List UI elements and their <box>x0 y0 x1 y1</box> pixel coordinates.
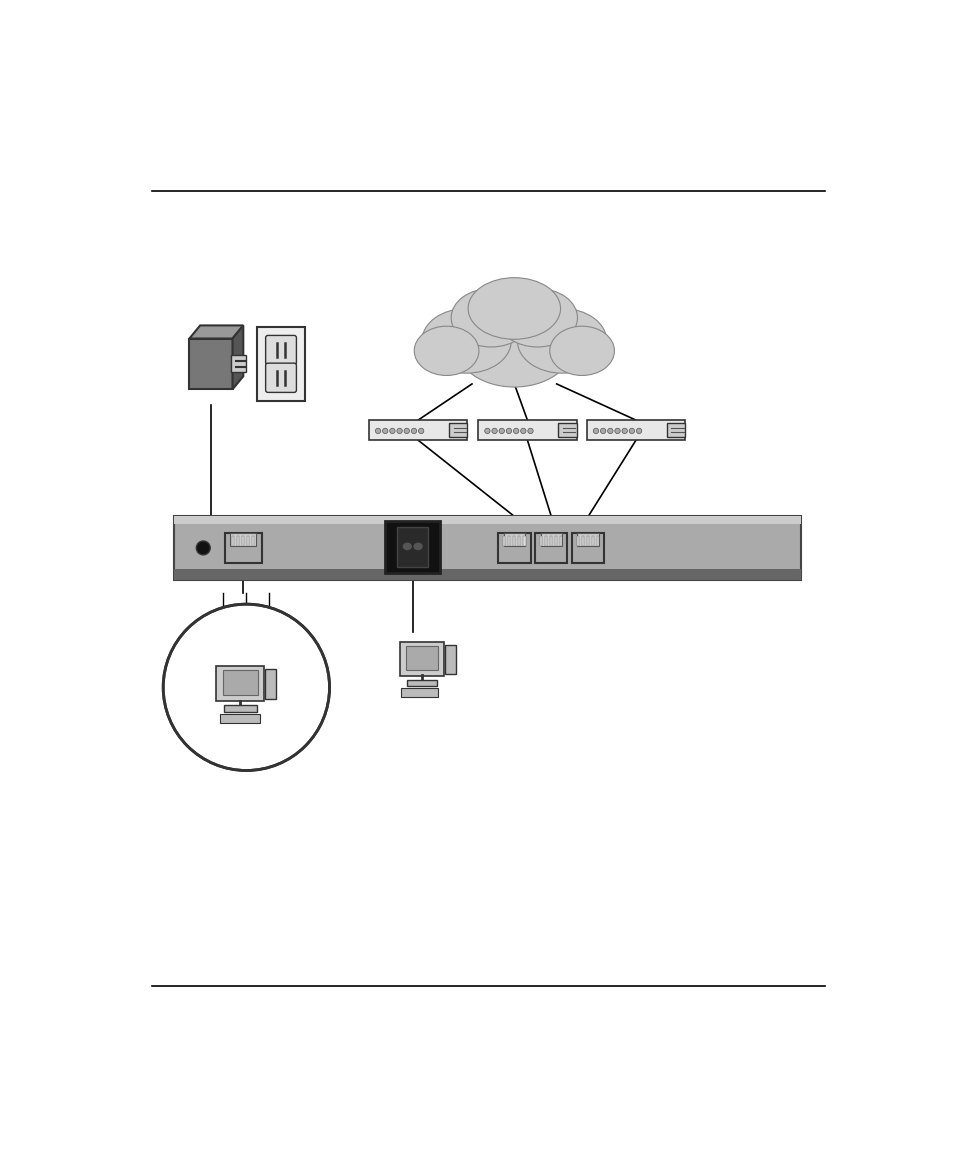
FancyBboxPatch shape <box>173 517 800 580</box>
FancyBboxPatch shape <box>224 706 256 713</box>
FancyBboxPatch shape <box>220 714 260 723</box>
FancyBboxPatch shape <box>586 420 684 440</box>
FancyBboxPatch shape <box>252 535 254 546</box>
Circle shape <box>404 428 409 433</box>
FancyBboxPatch shape <box>503 533 524 546</box>
FancyBboxPatch shape <box>265 363 296 393</box>
FancyBboxPatch shape <box>577 533 598 546</box>
FancyBboxPatch shape <box>559 535 562 546</box>
Circle shape <box>636 428 641 433</box>
Ellipse shape <box>413 542 422 551</box>
FancyBboxPatch shape <box>237 535 239 546</box>
Circle shape <box>599 428 605 433</box>
FancyBboxPatch shape <box>597 535 598 546</box>
FancyBboxPatch shape <box>257 327 305 401</box>
FancyBboxPatch shape <box>400 687 438 697</box>
Circle shape <box>607 428 613 433</box>
FancyBboxPatch shape <box>666 423 684 437</box>
FancyBboxPatch shape <box>592 535 594 546</box>
Circle shape <box>513 428 518 433</box>
Circle shape <box>411 428 416 433</box>
FancyBboxPatch shape <box>517 535 520 546</box>
Circle shape <box>375 428 380 433</box>
FancyBboxPatch shape <box>550 535 552 546</box>
Circle shape <box>484 428 490 433</box>
FancyBboxPatch shape <box>265 669 275 699</box>
FancyBboxPatch shape <box>405 647 437 670</box>
FancyBboxPatch shape <box>449 423 467 437</box>
FancyBboxPatch shape <box>230 533 256 546</box>
FancyBboxPatch shape <box>581 535 584 546</box>
Circle shape <box>382 428 388 433</box>
FancyBboxPatch shape <box>231 356 246 372</box>
FancyBboxPatch shape <box>396 527 428 567</box>
Circle shape <box>163 604 329 771</box>
FancyBboxPatch shape <box>265 335 296 365</box>
Circle shape <box>593 428 598 433</box>
Ellipse shape <box>549 326 614 376</box>
FancyBboxPatch shape <box>232 535 234 546</box>
Ellipse shape <box>468 278 560 340</box>
FancyBboxPatch shape <box>477 420 577 440</box>
FancyBboxPatch shape <box>555 535 557 546</box>
Circle shape <box>396 428 402 433</box>
FancyBboxPatch shape <box>173 569 800 580</box>
Polygon shape <box>190 326 243 338</box>
FancyBboxPatch shape <box>222 670 257 695</box>
FancyBboxPatch shape <box>522 535 525 546</box>
FancyBboxPatch shape <box>369 420 467 440</box>
Polygon shape <box>233 326 243 389</box>
Circle shape <box>492 428 497 433</box>
FancyBboxPatch shape <box>577 535 578 546</box>
Circle shape <box>520 428 525 433</box>
FancyBboxPatch shape <box>572 532 604 563</box>
Circle shape <box>506 428 511 433</box>
FancyBboxPatch shape <box>508 535 510 546</box>
Circle shape <box>629 428 634 433</box>
FancyBboxPatch shape <box>535 532 567 563</box>
FancyBboxPatch shape <box>242 535 244 546</box>
FancyBboxPatch shape <box>225 532 261 563</box>
FancyBboxPatch shape <box>216 666 264 701</box>
FancyBboxPatch shape <box>497 532 530 563</box>
FancyBboxPatch shape <box>502 535 505 546</box>
FancyBboxPatch shape <box>540 533 561 546</box>
Ellipse shape <box>497 289 577 347</box>
Ellipse shape <box>414 326 478 376</box>
FancyBboxPatch shape <box>558 423 577 437</box>
Ellipse shape <box>451 289 531 347</box>
Circle shape <box>614 428 619 433</box>
FancyBboxPatch shape <box>385 522 440 574</box>
FancyBboxPatch shape <box>513 535 515 546</box>
FancyBboxPatch shape <box>190 338 233 389</box>
FancyBboxPatch shape <box>173 517 800 524</box>
FancyBboxPatch shape <box>444 644 456 673</box>
FancyBboxPatch shape <box>544 535 547 546</box>
Circle shape <box>621 428 627 433</box>
FancyBboxPatch shape <box>407 680 436 686</box>
Ellipse shape <box>421 308 511 373</box>
Circle shape <box>196 541 210 555</box>
Circle shape <box>527 428 533 433</box>
Ellipse shape <box>456 307 572 387</box>
Circle shape <box>418 428 423 433</box>
FancyBboxPatch shape <box>539 535 542 546</box>
Ellipse shape <box>402 542 412 551</box>
Circle shape <box>498 428 504 433</box>
FancyBboxPatch shape <box>399 642 443 676</box>
FancyBboxPatch shape <box>247 535 249 546</box>
FancyBboxPatch shape <box>586 535 589 546</box>
Circle shape <box>390 428 395 433</box>
Ellipse shape <box>517 308 606 373</box>
